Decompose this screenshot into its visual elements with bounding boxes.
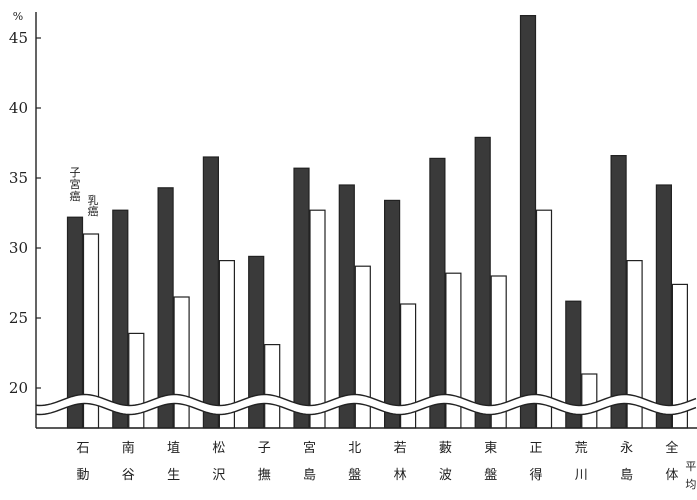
category-label-7-0: 若	[394, 440, 407, 456]
y-tick-label-40: 40	[9, 99, 28, 117]
annotation-series1-0: 子	[70, 166, 81, 179]
category-label-2-0: 埴	[167, 441, 180, 456]
category-label-0-1: 動	[76, 468, 89, 483]
bar-dark-9	[474, 136, 491, 429]
category-label-12-0: 永	[620, 441, 633, 456]
category-label-2-1: 生	[167, 468, 180, 483]
category-label-12-1: 島	[620, 468, 633, 483]
axes-layer: 20 25 30 35 40 45%	[9, 10, 697, 429]
category-label-13-1: 体	[665, 468, 678, 483]
bar-dark-7	[384, 199, 401, 429]
annotation-series1-2: 癌	[70, 189, 81, 203]
bar-white-5	[309, 209, 326, 429]
category-label-6-1: 盤	[348, 468, 361, 483]
annotation-series1-1: 宮	[70, 177, 81, 191]
y-tick-label-35: 35	[9, 169, 28, 187]
category-label-5-1: 島	[303, 468, 316, 483]
category-label-5-0: 宮	[303, 440, 316, 456]
extra-label-1: 均	[685, 478, 696, 491]
bar-dark-8	[429, 157, 446, 429]
category-label-1-0: 南	[122, 440, 135, 456]
bar-dark-12	[610, 155, 627, 429]
y-tick-label-20: 20	[9, 379, 28, 397]
category-label-8-1: 波	[439, 468, 452, 483]
annotation-series2-0: 乳	[88, 194, 99, 207]
bar-dark-10	[519, 14, 537, 429]
bar-white-2	[173, 296, 190, 429]
break-line-upper	[35, 393, 697, 407]
category-label-3-0: 松	[212, 441, 225, 456]
y-tick-label-25: 25	[9, 309, 28, 327]
category-label-8-0: 藪	[439, 441, 452, 456]
category-label-4-1: 撫	[258, 468, 271, 483]
bar-dark-3	[202, 156, 219, 429]
category-label-9-1: 盤	[484, 468, 497, 483]
bar-dark-6	[338, 184, 355, 429]
bar-dark-5	[293, 167, 310, 429]
y-tick-label-30: 30	[9, 239, 28, 257]
bars-layer	[66, 14, 689, 429]
category-label-9-0: 東	[484, 440, 497, 456]
bar-dark-13	[655, 184, 673, 429]
category-label-0-0: 石	[76, 441, 89, 456]
extra-label-0: 平	[685, 460, 696, 473]
y-tick-label-45: 45	[9, 29, 28, 47]
category-label-6-0: 北	[348, 441, 361, 456]
y-unit-label: %	[13, 10, 23, 23]
bar-white-11	[581, 373, 598, 429]
bar-white-4	[264, 344, 281, 429]
category-label-3-1: 沢	[212, 468, 225, 483]
category-label-13-0: 全	[665, 440, 678, 456]
bar-dark-2	[157, 187, 174, 429]
category-label-4-0: 子	[258, 441, 271, 456]
category-label-7-1: 林	[394, 468, 407, 483]
category-label-1-1: 谷	[122, 468, 135, 483]
category-label-11-1: 川	[575, 468, 588, 483]
axis-break	[35, 393, 697, 416]
break-line-lower	[35, 402, 697, 416]
category-label-10-1: 得	[529, 467, 542, 483]
annotation-series2-1: 癌	[88, 204, 99, 218]
category-label-10-0: 正	[529, 441, 542, 456]
bar-dark-1	[112, 209, 129, 429]
category-label-11-0: 荒	[575, 441, 588, 456]
